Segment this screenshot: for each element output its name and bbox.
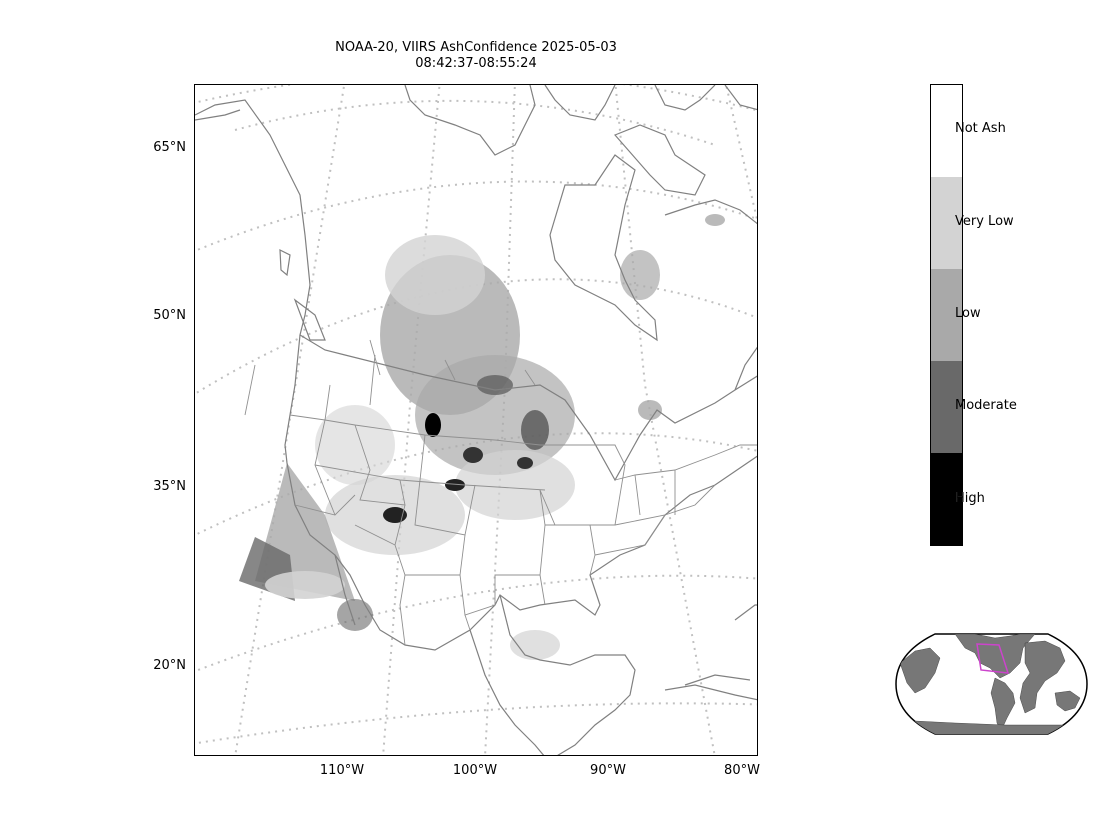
colorbar-label-not-ash: Not Ash bbox=[955, 121, 1006, 136]
lat-label-20: 20°N bbox=[153, 658, 186, 673]
map-title: NOAA-20, VIIRS AshConfidence 2025-05-03 … bbox=[276, 40, 676, 72]
political-borders bbox=[244, 339, 757, 646]
colorbar-segment-not-ash bbox=[931, 85, 962, 177]
colorbar-segment-moderate bbox=[931, 361, 962, 453]
colorbar-segment-high bbox=[931, 453, 962, 545]
map-canvas bbox=[195, 85, 757, 755]
colorbar-label-very-low: Very Low bbox=[955, 214, 1014, 229]
lon-label-100w: 100°W bbox=[452, 763, 498, 778]
ash-data-layer bbox=[239, 214, 725, 660]
colorbar-label-high: High bbox=[955, 491, 985, 506]
lat-label-50: 50°N bbox=[153, 308, 186, 323]
colorbar-label-moderate: Moderate bbox=[955, 398, 1017, 413]
world-locator-inset bbox=[895, 633, 1088, 735]
main-map[interactable] bbox=[194, 84, 758, 756]
lon-label-80w: 80°W bbox=[724, 763, 760, 778]
title-line1: NOAA-20, VIIRS AshConfidence 2025-05-03 bbox=[335, 40, 617, 55]
lon-label-110w: 110°W bbox=[319, 763, 365, 778]
colorbar-segment-low bbox=[931, 269, 962, 361]
title-line2: 08:42:37-08:55:24 bbox=[415, 56, 537, 71]
lon-label-90w: 90°W bbox=[590, 763, 626, 778]
inset-land bbox=[896, 634, 1087, 734]
inset-extent-box bbox=[976, 643, 1010, 674]
lat-label-65: 65°N bbox=[153, 140, 186, 155]
graticule bbox=[195, 85, 757, 755]
colorbar bbox=[930, 84, 963, 546]
coastlines bbox=[195, 85, 757, 755]
lat-label-35: 35°N bbox=[153, 479, 186, 494]
colorbar-label-low: Low bbox=[955, 306, 981, 321]
inset-globe bbox=[895, 633, 1088, 735]
colorbar-segment-very-low bbox=[931, 177, 962, 269]
